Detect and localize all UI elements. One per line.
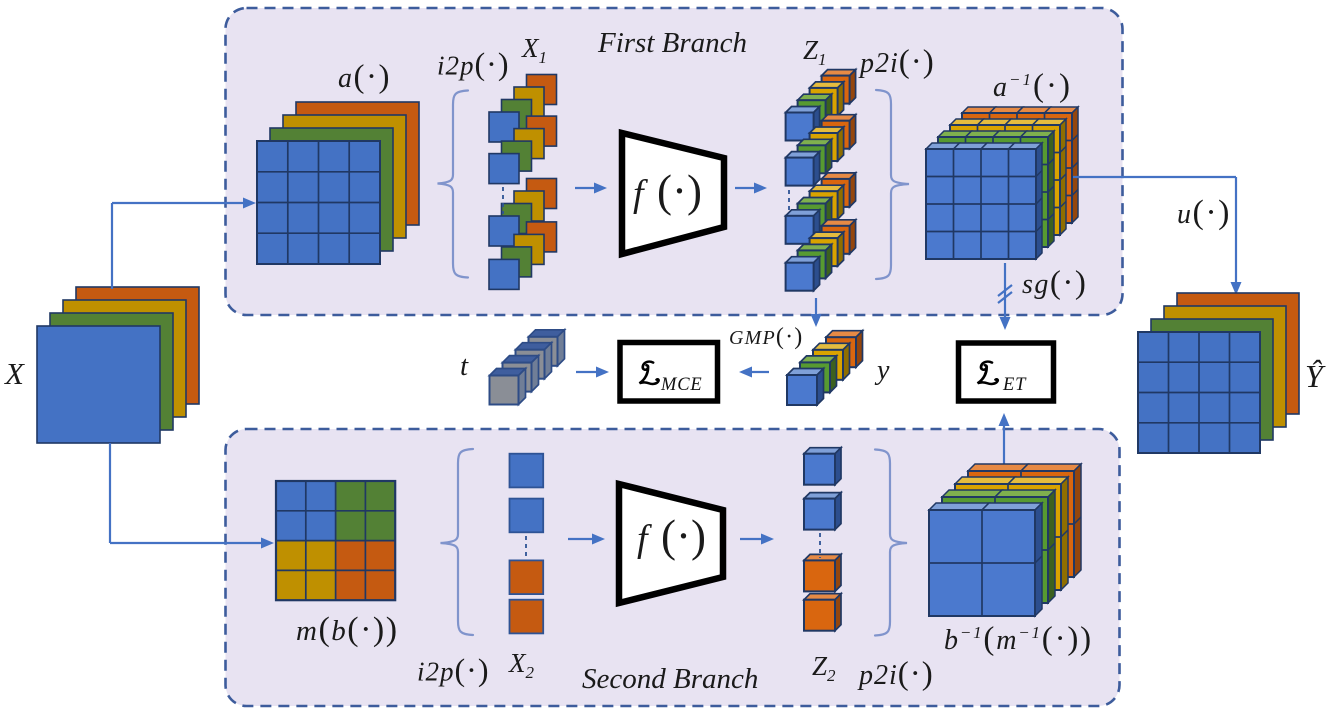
svg-text:i2p(·): i2p(·)	[417, 652, 489, 688]
svg-text:(·): (·)	[661, 511, 706, 561]
svg-text:GMP(·): GMP(·)	[729, 324, 804, 350]
svg-text:X1: X1	[521, 33, 547, 67]
svg-text:y: y	[874, 355, 890, 386]
svg-text:p2i(·): p2i(·)	[858, 44, 935, 80]
svg-text:First Branch: First Branch	[597, 27, 747, 59]
svg-text:X2: X2	[508, 648, 535, 682]
svg-text:a−1(·): a−1(·)	[993, 68, 1072, 104]
svg-text:t: t	[460, 350, 469, 382]
svg-text:sg(·): sg(·)	[1022, 265, 1087, 301]
svg-text:b−1(m−1(·)): b−1(m−1(·))	[944, 621, 1093, 657]
svg-text:X: X	[3, 356, 25, 391]
svg-text:ET: ET	[1002, 375, 1027, 395]
svg-text:u(·): u(·)	[1177, 194, 1231, 231]
svg-text:p2i(·): p2i(·)	[857, 656, 934, 692]
svg-text:m(b(·)): m(b(·))	[296, 611, 399, 648]
svg-text:Second Branch: Second Branch	[582, 663, 758, 695]
svg-text:i2p(·): i2p(·)	[437, 46, 509, 82]
svg-text:Ŷ: Ŷ	[1305, 358, 1326, 394]
svg-text:MCE: MCE	[660, 375, 702, 395]
svg-text:(·): (·)	[657, 166, 702, 216]
svg-text:a(·): a(·)	[338, 59, 391, 95]
svg-text:Z2: Z2	[812, 651, 836, 685]
svg-text:Z1: Z1	[803, 35, 827, 69]
